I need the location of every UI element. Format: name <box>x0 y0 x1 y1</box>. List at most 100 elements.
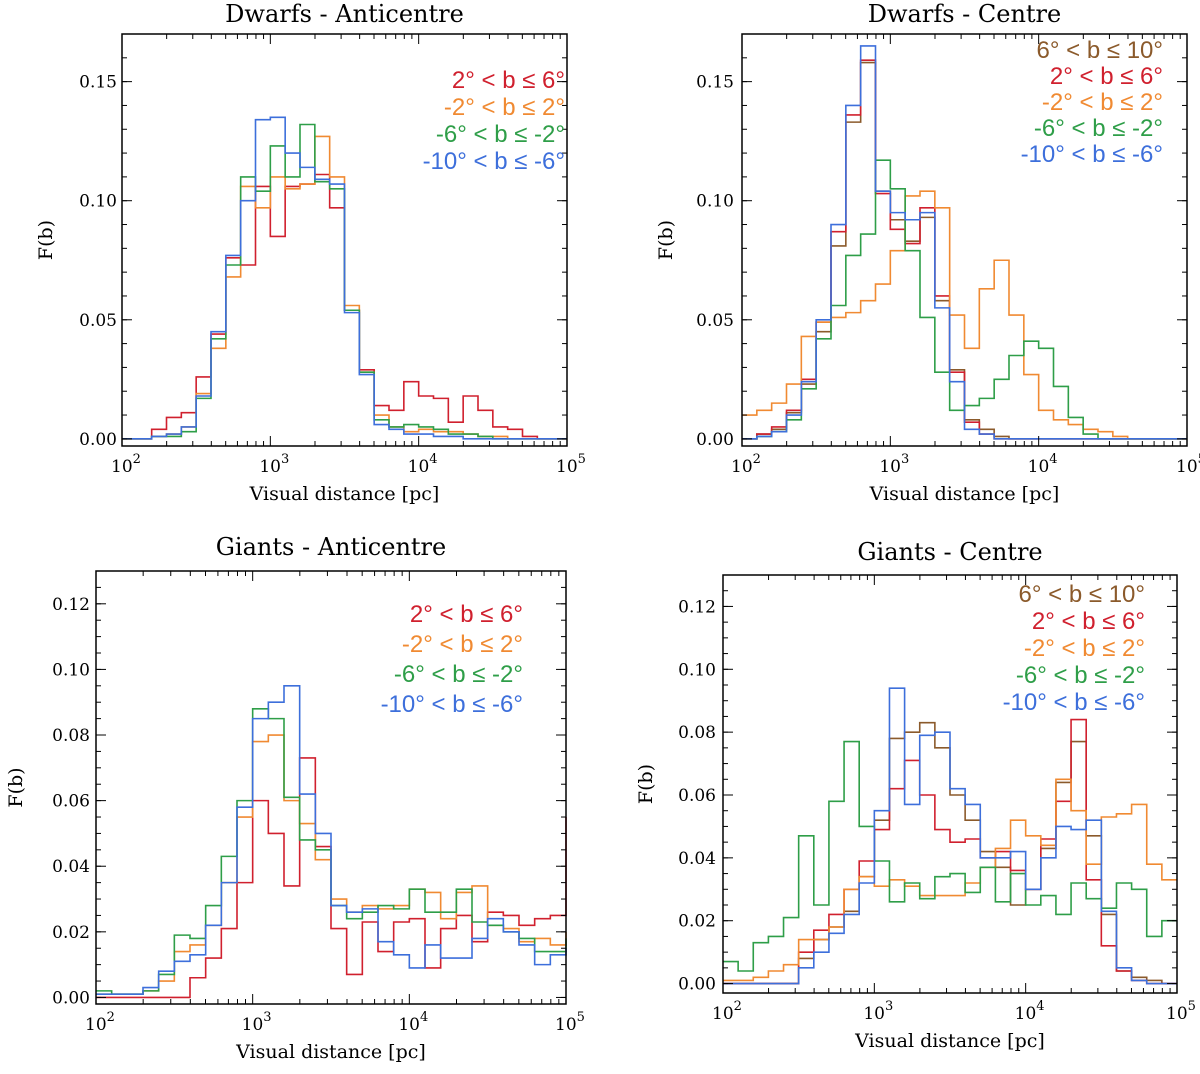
x-tick-label: 104 <box>398 1010 428 1035</box>
x-tick-label: 105 <box>1176 452 1200 477</box>
x-axis-label: Visual distance [pc] <box>235 1041 426 1063</box>
x-tick-label: 104 <box>1015 999 1045 1024</box>
series-group <box>96 685 567 999</box>
y-tick-label: 0.04 <box>52 857 90 877</box>
legend-entry-b_2_6: 2° < b ≤ 6° <box>1050 63 1163 90</box>
chart-title: Giants - Anticentre <box>216 533 446 561</box>
legend-entry-b_m10_m6: -10° < b ≤ -6° <box>1021 141 1163 168</box>
legend-entry-b_m6_m2: -6° < b ≤ -2° <box>394 661 523 688</box>
y-tick-label: 0.02 <box>678 912 716 932</box>
series-line-b_m10_m6 <box>723 687 1177 985</box>
legend: 6° < b ≤ 10°2° < b ≤ 6°-2° < b ≤ 2°-6° <… <box>1003 581 1145 716</box>
x-tick-label: 102 <box>712 999 742 1024</box>
x-axis: 102 103 104 105 <box>712 575 1196 1024</box>
y-tick-label: 0.00 <box>696 430 734 450</box>
y-tick-label: 0.08 <box>678 723 716 743</box>
series-line-b_m10_m6 <box>122 116 567 440</box>
x-tick-label: 103 <box>863 999 893 1024</box>
plot-frame <box>722 574 1178 994</box>
x-tick-label: 102 <box>111 452 141 477</box>
legend-entry-b_m6_m2: -6° < b ≤ -2° <box>436 121 565 148</box>
y-tick-label: 0.08 <box>52 726 90 746</box>
x-tick-label: 103 <box>242 1010 272 1035</box>
legend: 6° < b ≤ 10°2° < b ≤ 6°-2° < b ≤ 2°-6° <… <box>1021 37 1163 168</box>
y-axis-label: F(b) <box>5 767 27 807</box>
series-line-b_m2_2 <box>723 778 1177 982</box>
y-tick-label: 0.06 <box>52 792 90 812</box>
legend-entry-b_m2_2: -2° < b ≤ 2° <box>444 94 565 121</box>
series-line-b_m10_m6 <box>742 45 1187 440</box>
legend-entry-b_m6_m2: -6° < b ≤ -2° <box>1016 662 1145 689</box>
legend-entry-b_m2_2: -2° < b ≤ 2° <box>1024 635 1145 662</box>
x-tick-label: 105 <box>555 1010 585 1035</box>
x-tick-label: 104 <box>408 452 438 477</box>
x-tick-label: 102 <box>731 452 761 477</box>
y-axis: 0.00 0.05 0.10 0.15 <box>79 33 567 450</box>
y-tick-label: 0.00 <box>79 430 117 450</box>
y-tick-label: 0.10 <box>678 660 716 680</box>
chart-title: Dwarfs - Centre <box>868 0 1061 28</box>
y-tick-label: 0.00 <box>52 988 90 1008</box>
x-tick-label: 103 <box>879 452 909 477</box>
legend: 2° < b ≤ 6° -2° < b ≤ 2° -6° < b ≤ -2° -10°… <box>381 601 523 718</box>
y-tick-label: 0.10 <box>52 660 90 680</box>
legend-entry-b_m10_m6: -10° < b ≤ -6° <box>381 691 523 718</box>
y-axis-label: F(b) <box>35 220 57 260</box>
x-axis-label: Visual distance [pc] <box>249 483 440 505</box>
y-tick-label: 0.10 <box>696 192 734 212</box>
series-group <box>723 687 1177 985</box>
plot-frame <box>741 33 1188 447</box>
x-tick-label: 105 <box>1166 999 1196 1024</box>
y-tick-label: 0.12 <box>678 597 716 617</box>
y-axis-label: F(b) <box>655 220 677 260</box>
series-group <box>742 45 1187 440</box>
x-tick-label: 102 <box>85 1010 115 1035</box>
legend-entry-b_m2_2: -2° < b ≤ 2° <box>402 631 523 658</box>
y-tick-label: 0.15 <box>696 73 734 93</box>
y-tick-label: 0.10 <box>79 192 117 212</box>
legend-entry-b_2_6: 2° < b ≤ 6° <box>410 601 523 628</box>
plot-frame <box>95 570 567 1005</box>
y-axis: 0.00 0.05 0.10 0.15 <box>696 33 1187 450</box>
y-axis: 0.00 0.02 0.04 0.06 0.08 0.10 0.12 <box>678 574 1177 995</box>
y-tick-label: 0.12 <box>52 595 90 615</box>
x-axis-label: Visual distance [pc] <box>869 483 1060 505</box>
y-axis: 0.00 0.02 0.04 0.06 0.08 0.10 0.12 <box>52 570 566 1008</box>
x-axis: 102 103 104 105 <box>85 571 585 1035</box>
chart-title: Giants - Centre <box>857 538 1042 566</box>
chart-panel-2: Dwarfs - Centre1021031041050.000.050.100… <box>655 0 1200 505</box>
y-tick-label: 0.05 <box>696 311 734 331</box>
y-axis-label: F(b) <box>635 764 657 804</box>
legend-entry-b_m10_m6: -10° < b ≤ -6° <box>423 148 565 175</box>
legend-entry-b_6_10: 6° < b ≤ 10° <box>1037 37 1163 64</box>
legend-entry-b_6_10: 6° < b ≤ 10° <box>1019 581 1145 608</box>
series-line-b_m10_m6 <box>96 685 567 995</box>
chart-title: Dwarfs - Anticentre <box>225 0 464 28</box>
x-tick-label: 104 <box>1028 452 1058 477</box>
y-tick-label: 0.00 <box>678 975 716 995</box>
y-tick-label: 0.06 <box>678 786 716 806</box>
legend: 2° < b ≤ 6°-2° < b ≤ 2°-6° < b ≤ -2°-10°… <box>423 67 565 175</box>
legend-entry-b_m2_2: -2° < b ≤ 2° <box>1042 89 1163 116</box>
series-group <box>122 116 567 440</box>
plot-frame <box>121 33 568 447</box>
y-tick-label: 0.04 <box>678 849 716 869</box>
x-axis: 102 103 104 105 <box>111 34 586 477</box>
y-tick-label: 0.02 <box>52 923 90 943</box>
x-axis-label: Visual distance [pc] <box>854 1030 1045 1052</box>
series-line-b_2_6 <box>96 757 567 999</box>
y-tick-label: 0.05 <box>79 311 117 331</box>
legend-entry-b_2_6: 2° < b ≤ 6° <box>452 67 565 94</box>
x-axis: 102 103 104 105 <box>731 34 1200 477</box>
y-tick-label: 0.15 <box>79 73 117 93</box>
legend-entry-b_m6_m2: -6° < b ≤ -2° <box>1034 115 1163 142</box>
series-line-b_m6_m2 <box>122 123 567 440</box>
legend-entry-b_m10_m6: -10° < b ≤ -6° <box>1003 689 1145 716</box>
x-tick-label: 103 <box>259 452 289 477</box>
legend-entry-b_2_6: 2° < b ≤ 6° <box>1032 608 1145 635</box>
x-tick-label: 105 <box>556 452 586 477</box>
